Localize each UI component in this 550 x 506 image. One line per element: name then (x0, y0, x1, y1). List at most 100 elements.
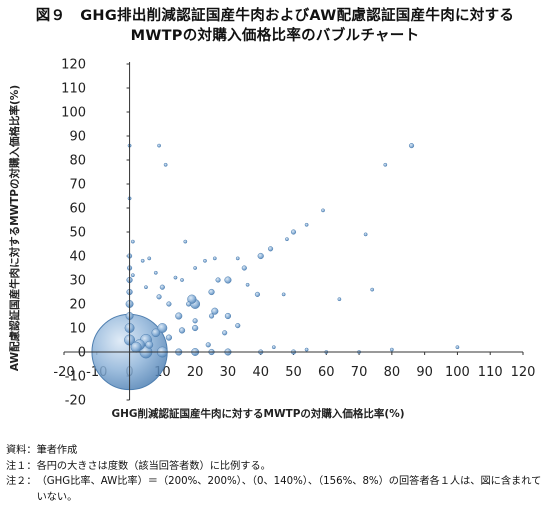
x-axis-label: GHG削減認証国産牛肉に対するMWTPの対購入価格比率(%) (111, 407, 404, 420)
data-bubble (205, 342, 211, 348)
y-tick-label: 0 (78, 346, 86, 361)
y-tick-label: 120 (61, 58, 86, 73)
data-bubble (211, 307, 219, 315)
data-bubble (157, 323, 168, 333)
data-bubble (245, 282, 250, 287)
data-bubble (178, 327, 186, 334)
data-bubble (192, 318, 198, 324)
x-tick-label: 30 (220, 365, 237, 380)
note-line: 注２： （GHG比率、AW比率）＝（200%、200%）、（0、140%）、（15… (6, 474, 546, 505)
data-bubble (224, 276, 232, 284)
y-axis-label: AW配慮認証国産牛肉に対するMWTPの対購入価格比率(%) (8, 85, 21, 371)
x-tick-label: 90 (416, 365, 433, 380)
data-bubble (183, 239, 188, 244)
note-text: 筆者作成 (36, 445, 78, 456)
data-bubble (165, 334, 173, 341)
data-bubble (257, 252, 264, 260)
data-bubble (187, 294, 197, 304)
data-bubble (408, 143, 415, 149)
data-bubble (337, 297, 342, 302)
data-bubble (370, 287, 375, 292)
data-bubble (180, 278, 184, 282)
data-bubble (254, 291, 261, 297)
x-tick-label: 20 (187, 365, 204, 380)
x-tick-label: 110 (478, 365, 503, 380)
data-bubble (186, 301, 192, 307)
chart-notes: 資料： 筆者作成 注１： 各円の大きさは度数（該当回答者数）に比例する。 注２： （GHG… (6, 443, 546, 505)
data-bubble (130, 273, 135, 278)
data-bubble (215, 277, 221, 283)
data-bubble (153, 270, 158, 275)
x-tick-label: 80 (384, 365, 401, 380)
data-bubble (383, 162, 388, 167)
data-bubble (224, 312, 232, 320)
data-bubble (157, 143, 161, 148)
data-bubble (235, 256, 240, 261)
x-tick-label: 60 (318, 365, 335, 380)
data-bubble (267, 246, 274, 252)
axes (64, 62, 523, 400)
data-bubble (222, 330, 228, 336)
data-bubble (163, 162, 168, 167)
data-bubble (241, 265, 247, 271)
y-tick-label: 100 (61, 106, 86, 121)
data-bubble (173, 275, 178, 280)
chart-title-line1: 図９ GHG排出削減認証国産牛肉およびAW配慮認証国産牛肉に対する (35, 8, 515, 24)
x-tick-label: 40 (252, 365, 269, 380)
data-bubble (321, 208, 325, 213)
y-tick-label: 40 (69, 250, 86, 265)
y-tick-label: 60 (69, 202, 86, 217)
data-bubble (290, 229, 297, 235)
y-tick-label: 80 (69, 154, 86, 169)
y-tick-label: -10 (65, 370, 86, 385)
y-tick-label: 50 (69, 226, 86, 241)
data-bubble (285, 237, 289, 242)
note-label: 資料： (6, 445, 37, 456)
note-text: 各円の大きさは度数（該当回答者数）に比例する。 (36, 460, 271, 472)
data-bubble (193, 266, 198, 270)
data-bubble (144, 285, 148, 290)
data-bubble (156, 294, 162, 300)
data-bubble (363, 232, 368, 237)
y-tick-label: 20 (69, 298, 86, 313)
data-bubble (212, 256, 217, 261)
data-bubble (304, 347, 309, 352)
data-bubble (130, 239, 135, 244)
data-bubble (235, 323, 241, 329)
y-tick-label: 90 (69, 130, 86, 145)
data-bubble (203, 258, 207, 263)
note-text: （GHG比率、AW比率）＝（200%、200%）、（0、140%）、（156%、… (36, 476, 542, 503)
x-tick-label: 100 (445, 365, 470, 380)
data-bubble (159, 284, 165, 290)
y-tick-label: 70 (69, 178, 86, 193)
x-tick-label: 70 (351, 365, 368, 380)
data-bubble (271, 345, 276, 350)
note-label: 注２： (6, 476, 37, 487)
data-bubble (140, 258, 145, 263)
note-line: 資料： 筆者作成 (6, 443, 546, 459)
y-tick-label: 30 (69, 274, 86, 289)
bubbles (91, 143, 460, 391)
data-bubble (304, 222, 309, 227)
data-bubble (151, 328, 161, 338)
y-tick-labels: -20 -10 0 10 20 30 40 50 60 70 80 90 100 110 120 (61, 58, 130, 409)
note-label: 注１： (6, 460, 37, 472)
chart-title-line2: MWTPの対購入価格比率のバブルチャート (130, 28, 420, 44)
data-bubble (281, 292, 286, 297)
data-bubble (147, 256, 152, 261)
x-tick-label: 120 (511, 365, 536, 380)
x-tick-label: 50 (285, 365, 302, 380)
data-bubble (166, 301, 172, 307)
data-bubble (145, 340, 154, 349)
data-bubble (192, 324, 199, 332)
x-tick-label: -20 (53, 365, 74, 380)
y-tick-label: 10 (69, 322, 86, 337)
data-bubble (175, 312, 183, 320)
note-line: 注１： 各円の大きさは度数（該当回答者数）に比例する。 (6, 459, 546, 475)
y-tick-label: -20 (65, 394, 86, 409)
data-bubble (389, 347, 394, 352)
data-bubble (208, 288, 215, 296)
data-bubble (130, 341, 142, 353)
data-bubble (208, 313, 215, 319)
